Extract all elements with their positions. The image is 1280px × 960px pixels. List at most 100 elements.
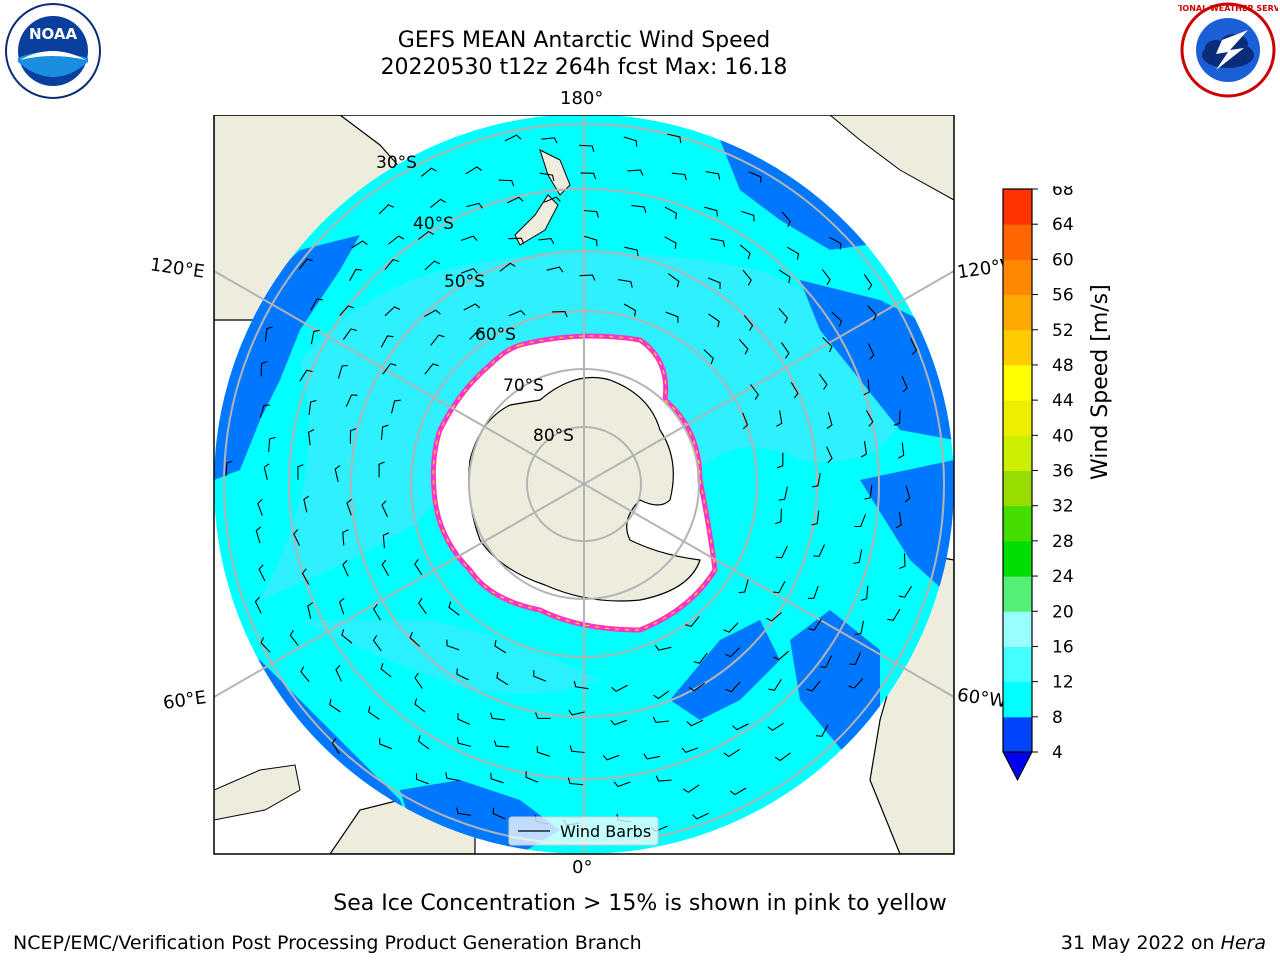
wind-barb (342, 529, 349, 546)
wind-barb (494, 639, 507, 654)
wind-barb (263, 463, 270, 481)
colorbar-tick-label: 4 (1052, 743, 1063, 763)
wind-barb (723, 622, 739, 633)
wind-barb (611, 684, 628, 692)
wind-barb (255, 526, 262, 544)
wind-barb (739, 244, 751, 260)
wind-barb (456, 737, 472, 747)
wind-barb (457, 713, 471, 725)
wind-barb (849, 652, 862, 665)
wind-barb (667, 273, 680, 288)
wind-barb (373, 603, 381, 621)
wind-barb (910, 338, 918, 355)
wind-barb (536, 746, 550, 757)
wind-barb (414, 558, 423, 576)
wind-barb (301, 568, 310, 585)
wind-barb (538, 238, 555, 245)
wind-barb (258, 564, 266, 582)
colorbar-segment (1003, 224, 1032, 260)
wind-barb (811, 472, 821, 488)
wind-barb (492, 807, 506, 820)
colorbar-segment (1003, 364, 1032, 401)
footer-host: Hera (1220, 932, 1266, 954)
colorbar-segment (1003, 611, 1032, 647)
wind-barb (778, 486, 788, 501)
wind-barb (225, 460, 233, 477)
wind-barb (380, 663, 392, 678)
wind-barb (466, 202, 483, 209)
wind-barb (749, 383, 759, 400)
wind-barb (624, 246, 639, 257)
wind-barb (414, 698, 426, 713)
wind-barb (815, 724, 829, 737)
wind-barb (535, 712, 551, 719)
wind-barb (381, 559, 390, 577)
wind-barb (703, 349, 714, 365)
wind-barb (506, 196, 524, 204)
wind-barb (335, 664, 342, 682)
wind-barb (424, 260, 441, 271)
wind-barb (732, 723, 749, 731)
wind-barb (463, 303, 481, 311)
wind-barb (610, 719, 628, 726)
wind-barb (418, 597, 427, 615)
wind-barb (781, 211, 792, 228)
colorbar-tick-label: 32 (1052, 497, 1074, 517)
colorbar-segments (1003, 189, 1032, 753)
wind-barb (864, 484, 873, 500)
wind-barb (580, 172, 597, 180)
colorbar-tick-label: 28 (1052, 532, 1074, 552)
wind-barb (299, 369, 313, 382)
colorbar-tick-label: 16 (1052, 637, 1074, 657)
wind-band-4-8-east (800, 280, 954, 440)
colorbar-tick-label: 24 (1052, 567, 1074, 587)
wind-barb (504, 134, 522, 142)
wind-barb (456, 668, 469, 681)
wind-barb (866, 410, 874, 427)
wind-barb (682, 784, 700, 793)
wind-barb (863, 379, 870, 396)
wind-barb (417, 230, 434, 240)
wind-barb (854, 620, 865, 636)
wind-barb (307, 602, 314, 619)
wind-barb (781, 342, 790, 359)
colorbar-segment (1003, 716, 1032, 753)
wind-barb (893, 410, 901, 426)
colorbar-segment (1003, 400, 1032, 436)
colorbar-tick-label: 52 (1052, 321, 1074, 341)
lat-label-30s: 30°S (376, 153, 417, 173)
wind-barb (384, 258, 399, 271)
wind-barb (848, 678, 864, 689)
wind-barb (693, 652, 708, 664)
wind-barb (613, 781, 631, 788)
wind-barb (860, 585, 869, 601)
lat-label-70s: 70°S (503, 376, 544, 396)
wind-barb (602, 754, 620, 761)
lon-label-0: 0° (572, 857, 593, 878)
legend-box (508, 816, 659, 846)
wind-barb (790, 381, 799, 399)
wind-barb (786, 246, 800, 260)
nws-logo: NATIONAL WEATHER SERVICE (1178, 2, 1278, 98)
wind-barb (742, 269, 752, 286)
colorbar-tick-label: 36 (1052, 462, 1074, 482)
wind-barb (655, 775, 672, 782)
wind-barb (806, 680, 821, 692)
wind-barb (623, 136, 638, 147)
wind-barb (430, 198, 446, 209)
lat-label-80s: 80°S (533, 426, 574, 446)
wind-barb (863, 273, 873, 291)
wind-barb (685, 615, 700, 628)
colorbar-tick-label: 48 (1052, 356, 1074, 376)
wind-barb (346, 498, 352, 516)
colorbar-segment (1003, 540, 1032, 577)
wind-barb (297, 464, 304, 480)
wind-barb (904, 485, 911, 503)
wind-barb (618, 279, 633, 288)
wind-barb (430, 334, 445, 346)
colorbar-tick-label: 60 (1052, 250, 1074, 270)
wind-barb (776, 410, 783, 427)
wind-barb (808, 618, 822, 631)
lat-label-40s: 40°S (413, 214, 454, 234)
